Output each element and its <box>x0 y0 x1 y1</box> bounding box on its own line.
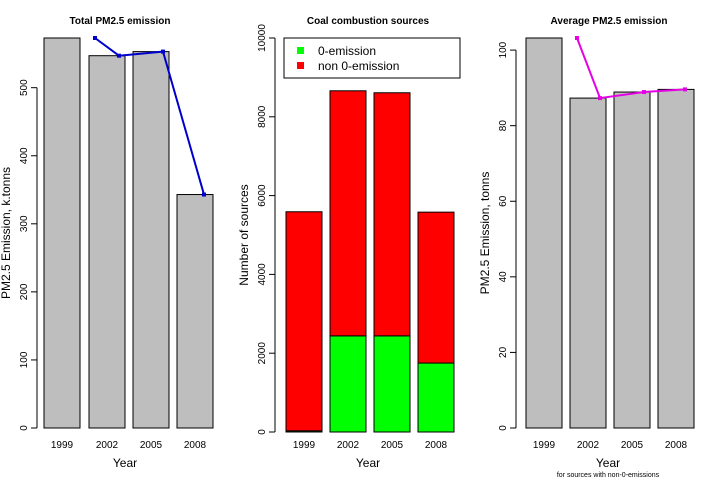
x-axis-label: Year <box>113 456 137 470</box>
y-tick-label-4000: 4000 <box>257 263 268 286</box>
bar-2002-non-zero-emission <box>329 90 367 337</box>
x-tick-labels: 1999 2002 2005 2008 <box>293 440 448 451</box>
bar-2005 <box>132 51 170 429</box>
trend-line-path <box>94 37 205 195</box>
bar-2002 <box>88 55 126 429</box>
y-axis: 0 2000 4000 6000 8000 10000 <box>257 24 276 435</box>
bar-2005-zero-emission <box>373 335 411 433</box>
trend-point-2005 <box>161 49 165 54</box>
x-tick-label-2008: 2008 <box>184 440 207 451</box>
trend-line <box>93 36 206 197</box>
x-tick-label-2005: 2005 <box>621 440 644 451</box>
bars <box>43 37 214 429</box>
x-tick-label-2002: 2002 <box>96 440 119 451</box>
y-axis-label: Number of sources <box>237 184 251 285</box>
chart-note: for sources with non-0-emissions <box>557 472 660 479</box>
y-axis: 0 100 200 300 400 500 <box>19 79 38 431</box>
panel-average-pm25: Average PM2.5 emission Year for sources … <box>478 16 695 479</box>
bar-2002-zero-emission <box>329 335 367 433</box>
trend-point-2002 <box>117 53 121 58</box>
trend-line-path <box>576 37 686 100</box>
y-axis-label: PM2.5 Emission, k.tonns <box>0 167 13 299</box>
y-tick-label-0: 0 <box>19 425 30 431</box>
legend-box <box>283 37 461 79</box>
trend-point-1999 <box>575 36 579 40</box>
y-tick-label-300: 300 <box>19 215 30 232</box>
y-tick-label-100: 100 <box>498 41 509 58</box>
y-tick-label-100: 100 <box>19 351 30 368</box>
x-tick-label-2005: 2005 <box>140 440 163 451</box>
x-tick-label-1999: 1999 <box>293 440 316 451</box>
x-tick-label-2005: 2005 <box>381 440 404 451</box>
y-tick-label-6000: 6000 <box>257 184 268 207</box>
x-tick-label-2002: 2002 <box>577 440 600 451</box>
x-tick-label-2008: 2008 <box>665 440 688 451</box>
legend: 0-emission non 0-emission <box>283 37 461 79</box>
bar-2008 <box>657 88 695 429</box>
x-tick-label-1999: 1999 <box>533 440 556 451</box>
y-tick-label-20: 20 <box>498 346 509 358</box>
chart-title: Average PM2.5 emission <box>551 16 668 27</box>
y-axis-label: PM2.5 Emission, tonns <box>478 172 492 295</box>
y-tick-label-0: 0 <box>257 429 268 435</box>
y-tick-label-400: 400 <box>19 147 30 164</box>
trend-point-2005 <box>642 90 646 95</box>
panel-coal-sources: Coal combustion sources Year Number of s… <box>237 16 461 470</box>
trend-point-1999 <box>93 36 97 40</box>
trend-point-2002 <box>598 96 602 101</box>
legend-swatch-0-emission <box>297 47 304 54</box>
bar-1999-non-zero-emission <box>285 211 323 432</box>
y-tick-label-40: 40 <box>498 271 509 283</box>
x-tick-labels: 1999 2002 2005 2008 <box>51 440 207 451</box>
x-tick-labels: 1999 2002 2005 2008 <box>533 440 688 451</box>
trend-point-2008 <box>202 192 206 197</box>
x-tick-label-2008: 2008 <box>425 440 448 451</box>
x-tick-label-2002: 2002 <box>337 440 360 451</box>
bar-2005 <box>613 91 651 429</box>
y-tick-label-10000: 10000 <box>257 24 268 52</box>
y-tick-label-8000: 8000 <box>257 105 268 128</box>
y-tick-label-80: 80 <box>498 120 509 132</box>
chart-title: Coal combustion sources <box>307 16 430 27</box>
y-axis: 0 20 40 60 80 100 <box>498 41 517 431</box>
x-axis-label: Year <box>596 456 620 470</box>
legend-label-0-emission: 0-emission <box>318 44 376 58</box>
y-tick-label-60: 60 <box>498 195 509 207</box>
y-tick-label-2000: 2000 <box>257 342 268 365</box>
bar-2002 <box>569 97 607 429</box>
y-tick-label-0: 0 <box>498 425 509 431</box>
trend-line <box>575 36 687 101</box>
bar-2008-zero-emission <box>417 362 455 433</box>
legend-label-non-0-emission: non 0-emission <box>318 59 399 73</box>
legend-swatch-non-0-emission <box>297 62 304 69</box>
chart-title: Total PM2.5 emission <box>70 16 171 27</box>
y-tick-label-500: 500 <box>19 79 30 96</box>
bar-2008 <box>176 194 214 429</box>
bar-2005-non-zero-emission <box>373 92 411 337</box>
bar-1999 <box>525 37 563 429</box>
trend-point-2008 <box>683 87 687 92</box>
panel-total-pm25: Total PM2.5 emission Year PM2.5 Emission… <box>0 16 214 470</box>
bar-1999 <box>43 37 81 429</box>
bars <box>525 37 695 429</box>
stacked-bars <box>285 90 455 433</box>
bar-2008-non-zero-emission <box>417 211 455 364</box>
x-axis-label: Year <box>356 456 380 470</box>
y-tick-label-200: 200 <box>19 283 30 300</box>
x-tick-label-1999: 1999 <box>51 440 74 451</box>
